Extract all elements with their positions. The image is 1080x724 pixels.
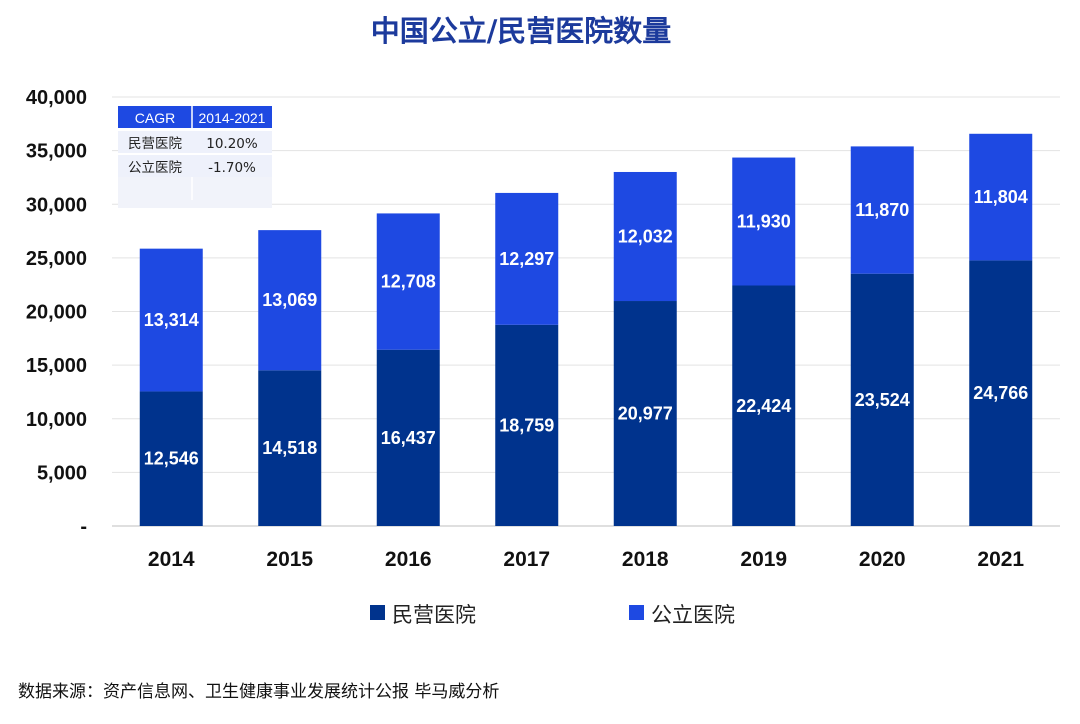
chart-title: 中国公立/民营医院数量 bbox=[371, 14, 672, 48]
legend-label-public: 公立医院 bbox=[651, 603, 735, 627]
x-tick-label: 2017 bbox=[503, 548, 550, 571]
bar-private bbox=[969, 260, 1033, 526]
cagr-row-bg bbox=[118, 155, 272, 177]
y-tick-label: - bbox=[80, 516, 87, 538]
data-label-public: 11,930 bbox=[737, 212, 791, 232]
y-tick-label: 20,000 bbox=[26, 302, 87, 324]
y-tick-label: 35,000 bbox=[26, 141, 87, 163]
data-label-public: 13,314 bbox=[144, 310, 199, 330]
y-axis: - 5,000 10,000 15,000 20,000 25,000 30,000 35,0… bbox=[26, 87, 87, 538]
data-label-private: 23,524 bbox=[855, 390, 910, 410]
legend: 民营医院 公立医院 bbox=[370, 603, 735, 627]
bar-public bbox=[613, 171, 677, 302]
bar-private bbox=[495, 324, 559, 526]
source-note: 数据来源：资产信息网、卫生健康事业发展统计公报 毕马威分析 bbox=[18, 682, 499, 702]
data-label-private: 24,766 bbox=[973, 383, 1028, 403]
cagr-row-private-value: 10.20% bbox=[206, 136, 258, 152]
cagr-row-bg bbox=[118, 131, 272, 153]
bar-public bbox=[732, 157, 796, 286]
cagr-row-public-value: -1.70% bbox=[208, 160, 256, 176]
legend-swatch-public bbox=[629, 605, 644, 620]
data-label-private: 16,437 bbox=[381, 428, 436, 448]
data-label-public: 12,708 bbox=[381, 272, 436, 292]
bar-private bbox=[613, 301, 677, 526]
data-label-public: 12,032 bbox=[618, 227, 673, 247]
cagr-row-private-name: 民营医院 bbox=[128, 136, 182, 152]
x-tick-label: 2015 bbox=[266, 548, 313, 571]
bar-public bbox=[139, 248, 203, 392]
cagr-header-bg bbox=[118, 106, 272, 128]
cagr-header-period: 2014-2021 bbox=[199, 110, 266, 126]
cagr-table: CAGR 2014-2021 民营医院 10.20% 公立医院 -1.70% bbox=[118, 106, 272, 208]
x-tick-label: 2020 bbox=[859, 548, 906, 571]
y-tick-label: 40,000 bbox=[26, 87, 87, 109]
bar-private bbox=[376, 349, 440, 526]
legend-label-private: 民营医院 bbox=[392, 603, 476, 627]
x-tick-label: 2016 bbox=[385, 548, 432, 571]
x-tick-label: 2018 bbox=[622, 548, 669, 571]
data-label-private: 14,518 bbox=[262, 438, 317, 458]
data-label-public: 11,804 bbox=[974, 187, 1028, 207]
y-tick-label: 15,000 bbox=[26, 355, 87, 377]
cagr-header-label: CAGR bbox=[135, 110, 175, 126]
bar-public bbox=[969, 133, 1033, 261]
bar-public bbox=[376, 213, 440, 350]
bar-public bbox=[850, 146, 914, 274]
x-tick-label: 2021 bbox=[977, 548, 1024, 571]
data-label-public: 11,870 bbox=[855, 200, 909, 220]
data-label-private: 12,546 bbox=[144, 449, 199, 469]
x-tick-label: 2019 bbox=[740, 548, 787, 571]
data-label-private: 20,977 bbox=[618, 404, 673, 424]
bar-private bbox=[139, 391, 203, 526]
data-label-public: 13,069 bbox=[262, 290, 317, 310]
data-label-private: 22,424 bbox=[736, 396, 791, 416]
y-tick-label: 5,000 bbox=[37, 462, 87, 484]
y-tick-label: 30,000 bbox=[26, 194, 87, 216]
bar-private bbox=[732, 285, 796, 526]
legend-swatch-private bbox=[370, 605, 385, 620]
bar-private bbox=[258, 370, 322, 526]
bar-public bbox=[495, 192, 559, 325]
bars: 12,546 13,314 14,518 13,069 16,437 12,708 18,7… bbox=[139, 133, 1033, 526]
data-label-public: 12,297 bbox=[499, 249, 554, 269]
bar-public bbox=[258, 230, 322, 371]
bar-private bbox=[850, 273, 914, 526]
y-tick-label: 10,000 bbox=[26, 409, 87, 431]
data-label-private: 18,759 bbox=[499, 415, 554, 435]
cagr-row-public-name: 公立医院 bbox=[128, 160, 182, 176]
y-tick-label: 25,000 bbox=[26, 248, 87, 270]
x-axis: 2014 2015 2016 2017 2018 2019 2020 2021 bbox=[148, 548, 1025, 571]
cagr-fade bbox=[118, 176, 272, 208]
x-tick-label: 2014 bbox=[148, 548, 195, 571]
